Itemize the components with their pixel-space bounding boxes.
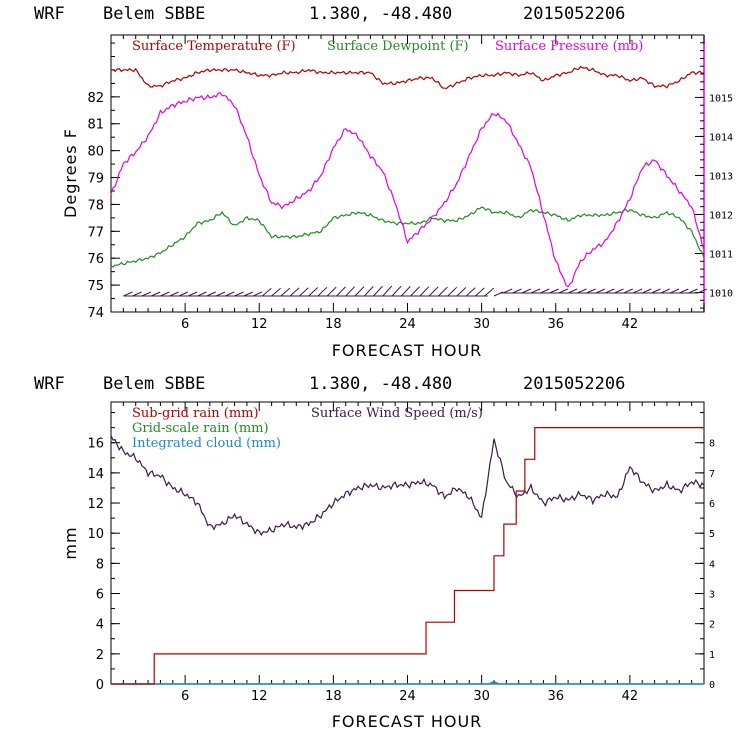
panel-1-header: WRF Belem SBBE 1.380, -48.480 2015052206 <box>34 4 625 24</box>
header-run: 2015052206 <box>523 4 625 24</box>
panel-1-y-ticks: 74 75 76 77 78 79 80 81 82 <box>87 42 120 321</box>
panel-2-x-ticks: 6 12 18 24 30 36 42 <box>110 402 705 704</box>
panel-2-y2-ticks: 0 1 2 3 4 5 6 7 8 <box>695 412 715 691</box>
y2-tick-label: 4 <box>709 559 715 570</box>
panel-1-y2-ticks: 1010 1011 1012 1013 1014 1015 <box>695 42 733 309</box>
panel-1-y-label: Degrees F <box>61 128 80 218</box>
x-tick-label: 6 <box>181 317 189 332</box>
header-coords: 1.380, -48.480 <box>309 374 452 394</box>
y-tick-label: 4 <box>96 618 104 633</box>
legend-surface-dewpoint: Surface Dewpoint (F) <box>327 39 469 54</box>
y2-tick-label: 1012 <box>709 210 733 221</box>
panel-temperature: WRF Belem SBBE 1.380, -48.480 2015052206… <box>34 4 733 360</box>
legend-grid-scale-rain: Grid-scale rain (mm) <box>132 421 269 436</box>
y-tick-label: 75 <box>87 279 104 294</box>
panel-2-y-ticks: 0 2 4 6 8 10 12 14 16 <box>87 412 120 693</box>
x-tick-label: 30 <box>473 689 490 704</box>
panel-1-frame <box>110 34 705 313</box>
y2-tick-label: 6 <box>709 499 715 510</box>
y-tick-label: 78 <box>87 198 104 213</box>
x-tick-label: 6 <box>181 689 189 704</box>
y-tick-label: 74 <box>87 306 104 321</box>
y-tick-label: 76 <box>87 252 104 267</box>
wind-barbs <box>123 285 708 297</box>
x-tick-label: 42 <box>622 317 639 332</box>
x-tick-label: 24 <box>399 317 416 332</box>
panel-1-x-label: FORECAST HOUR <box>332 341 483 360</box>
y2-tick-label: 7 <box>709 469 715 480</box>
x-tick-label: 24 <box>399 689 416 704</box>
x-tick-label: 12 <box>251 689 268 704</box>
x-tick-label: 36 <box>547 317 564 332</box>
y2-tick-label: 1 <box>709 650 715 661</box>
panel-2-header: WRF Belem SBBE 1.380, -48.480 2015052206 <box>34 374 625 394</box>
legend-surface-pressure: Surface Pressure (mb) <box>495 39 643 54</box>
series-sub-grid-rain <box>111 427 704 685</box>
legend-surface-wind-speed: Surface Wind Speed (m/s) <box>311 406 483 421</box>
y-tick-label: 77 <box>87 225 104 240</box>
series-surface-temperature <box>110 65 705 90</box>
wind-barb-marks <box>123 285 708 297</box>
y-tick-label: 8 <box>96 557 104 572</box>
y2-tick-label: 5 <box>709 529 715 540</box>
y-tick-label: 81 <box>87 118 104 133</box>
series-surface-pressure <box>110 91 705 288</box>
header-station: Belem SBBE <box>103 374 205 394</box>
y2-tick-label: 1010 <box>709 288 733 299</box>
y2-tick-label: 1014 <box>709 132 733 143</box>
x-tick-label: 36 <box>547 689 564 704</box>
legend-sub-grid-rain: Sub-grid rain (mm) <box>132 406 259 421</box>
header-coords: 1.380, -48.480 <box>309 4 452 24</box>
legend-integrated-cloud: Integrated cloud (mm) <box>132 436 281 451</box>
y-tick-label: 6 <box>96 588 104 603</box>
series-surface-wind-speed <box>110 435 705 537</box>
series-surface-dewpoint <box>110 206 705 268</box>
panel-1-legend: Surface Temperature (F) Surface Dewpoint… <box>132 39 643 54</box>
panel-2-y-label: mm <box>61 526 80 559</box>
y-tick-label: 2 <box>96 648 104 663</box>
panel-precipitation: WRF Belem SBBE 1.380, -48.480 2015052206… <box>34 374 715 731</box>
y2-tick-label: 1011 <box>709 249 733 260</box>
header-run: 2015052206 <box>523 374 625 394</box>
y2-tick-label: 1015 <box>709 93 733 104</box>
y2-tick-label: 8 <box>709 439 715 450</box>
header-station: Belem SBBE <box>103 4 205 24</box>
x-tick-label: 30 <box>473 317 490 332</box>
panel-2-legend: Sub-grid rain (mm) Grid-scale rain (mm) … <box>132 406 483 451</box>
y-tick-label: 0 <box>96 678 104 693</box>
y-tick-label: 16 <box>87 437 104 452</box>
y2-tick-label: 2 <box>709 620 715 631</box>
x-tick-label: 42 <box>622 689 639 704</box>
panel-2-x-label: FORECAST HOUR <box>332 712 483 731</box>
y2-tick-label: 3 <box>709 590 715 601</box>
header-model: WRF <box>34 4 65 24</box>
y2-tick-label: 0 <box>709 680 715 691</box>
series-integrated-cloud <box>111 680 704 685</box>
x-tick-label: 12 <box>251 317 268 332</box>
legend-surface-temperature: Surface Temperature (F) <box>132 39 296 54</box>
y-tick-label: 82 <box>87 91 104 106</box>
y2-tick-label: 1013 <box>709 171 733 182</box>
panel-1-x-ticks: 6 12 18 24 30 36 42 <box>110 35 705 332</box>
y-tick-label: 14 <box>87 467 104 482</box>
x-tick-label: 18 <box>325 689 342 704</box>
y-tick-label: 12 <box>87 497 104 512</box>
x-tick-label: 18 <box>325 317 342 332</box>
y-tick-label: 79 <box>87 172 104 187</box>
y-tick-label: 80 <box>87 145 104 160</box>
header-model: WRF <box>34 374 65 394</box>
y-tick-label: 10 <box>87 527 104 542</box>
